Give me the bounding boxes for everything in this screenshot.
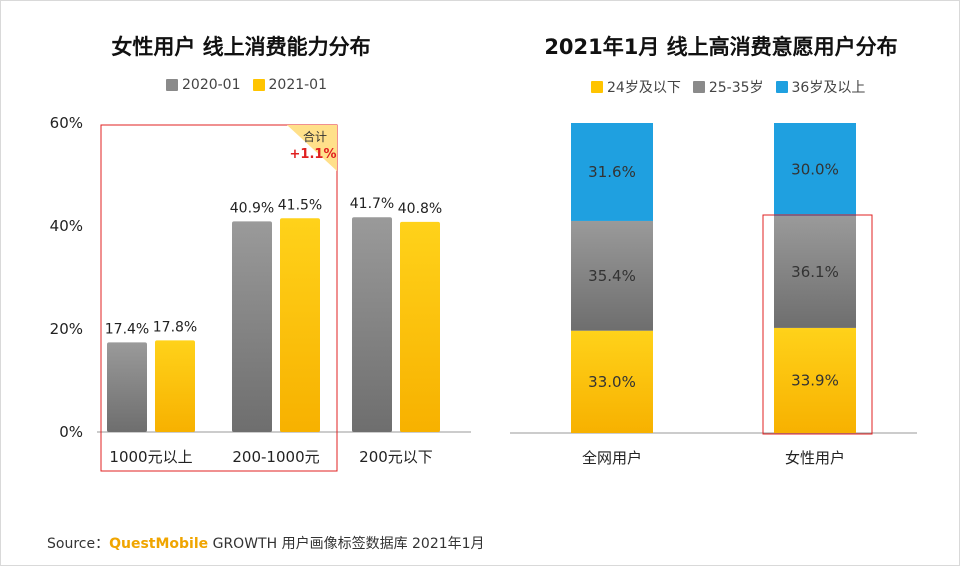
left-chart-legend: 2020-01 2021-01: [166, 77, 327, 93]
segment-value-label: 30.0%: [791, 161, 839, 179]
annotation-corner: [287, 125, 337, 171]
legend-swatch-yellow: [591, 81, 603, 93]
right-chart-title: 2021年1月 线上高消费意愿用户分布: [544, 35, 898, 59]
legend-item-age-25-35: 25-35岁: [692, 77, 764, 97]
legend-label: 25-35岁: [708, 80, 764, 96]
segment-value-label: 31.6%: [588, 163, 636, 181]
source-prefix: Source：: [47, 536, 110, 552]
annotation-label: 合计: [303, 129, 327, 144]
segment-value-label: 33.9%: [791, 371, 839, 389]
legend-swatch-gray: [166, 79, 178, 91]
highlight-box: [100, 124, 338, 472]
y-tick-label: 0%: [59, 423, 83, 441]
x-category-label: 1000元以上: [109, 448, 192, 466]
legend-swatch-yellow: [252, 79, 265, 91]
bar-2021: [155, 340, 195, 432]
y-tick-label: 60%: [50, 114, 83, 132]
bar-2020: [352, 217, 392, 432]
bar-value-label: 40.8%: [398, 201, 442, 217]
legend-label: 2020-01: [182, 77, 241, 93]
x-category-label: 全网用户: [582, 449, 642, 467]
legend-item-2021: 2021-01: [252, 77, 328, 93]
legend-swatch-gray: [692, 81, 705, 93]
right-highlight-box: [762, 214, 873, 435]
legend-item-age-24: 24岁及以下: [591, 77, 681, 97]
segment-value-label: 33.0%: [588, 373, 636, 391]
segment-value-label: 36.1%: [791, 263, 839, 281]
y-tick-label: 20%: [50, 320, 83, 338]
legend-label: 36岁及以上: [791, 80, 866, 96]
source-brand: QuestMobile: [109, 536, 209, 552]
bar-value-label: 40.9%: [230, 200, 274, 216]
bar-2020: [232, 221, 272, 432]
stack-segment-36-and-above: [774, 123, 856, 216]
stack-segment-25-35: [571, 220, 653, 331]
legend-item-age-36: 36岁及以上: [775, 77, 866, 97]
annotation-value: +1.1%: [290, 147, 337, 162]
source-note: Source：QuestMobile GROWTH 用户画像标签数据库 2021…: [47, 533, 485, 553]
bar-value-label: 17.4%: [105, 321, 149, 337]
legend-label: 24岁及以下: [607, 80, 681, 96]
stack-segment-24-and-below: [774, 327, 856, 433]
bar-value-label: 41.5%: [278, 197, 322, 213]
y-tick-label: 40%: [50, 217, 83, 235]
right-chart-legend: 24岁及以下 25-35岁 36岁及以上: [591, 77, 865, 97]
legend-swatch-blue: [775, 81, 788, 93]
legend-item-2020: 2020-01: [166, 77, 241, 93]
x-category-label: 200-1000元: [232, 448, 319, 466]
left-chart-title: 女性用户 线上消费能力分布: [111, 35, 371, 59]
stack-segment-25-35: [774, 216, 856, 328]
segment-value-label: 35.4%: [588, 267, 636, 285]
stack-segment-24-and-below: [571, 330, 653, 433]
x-category-label: 200元以下: [359, 448, 433, 466]
bar-2021: [280, 218, 320, 432]
bar-2021: [400, 221, 440, 432]
stack-segment-36-and-above: [571, 123, 653, 221]
bar-value-label: 41.7%: [350, 196, 394, 212]
source-suffix: GROWTH 用户画像标签数据库 2021年1月: [208, 536, 485, 552]
bar-value-label: 17.8%: [153, 319, 197, 335]
x-category-label: 女性用户: [785, 449, 845, 467]
bar-2020: [107, 342, 147, 432]
legend-label: 2021-01: [268, 77, 328, 93]
